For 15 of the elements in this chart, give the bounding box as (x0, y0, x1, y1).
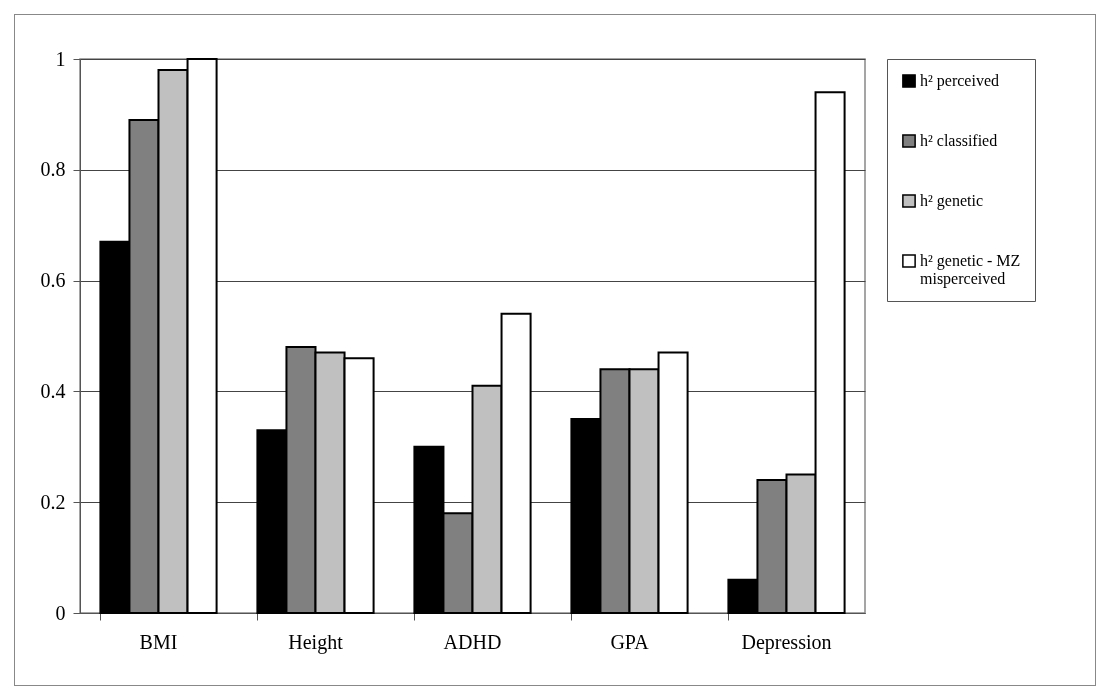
legend-label: h² classified (920, 132, 998, 149)
legend-label: h² genetic - MZ misperceived (920, 252, 1021, 288)
y-tick-label: 0.4 (40, 379, 66, 402)
x-tick-label: BMI (139, 630, 178, 653)
x-tick-label: Height (288, 630, 344, 654)
y-tick-label: 1 (55, 47, 66, 70)
y-tick-label: 0.8 (40, 158, 66, 181)
x-tick-label: GPA (610, 630, 650, 653)
y-tick-label: 0.2 (40, 490, 66, 513)
x-tick-label: ADHD (443, 630, 502, 653)
legend-label: h² genetic (920, 192, 983, 210)
y-tick-label: 0 (55, 601, 66, 624)
x-tick-label: Depression (741, 630, 832, 654)
legend-label: h² perceived (920, 72, 999, 90)
y-tick-label: 0.6 (40, 269, 66, 292)
